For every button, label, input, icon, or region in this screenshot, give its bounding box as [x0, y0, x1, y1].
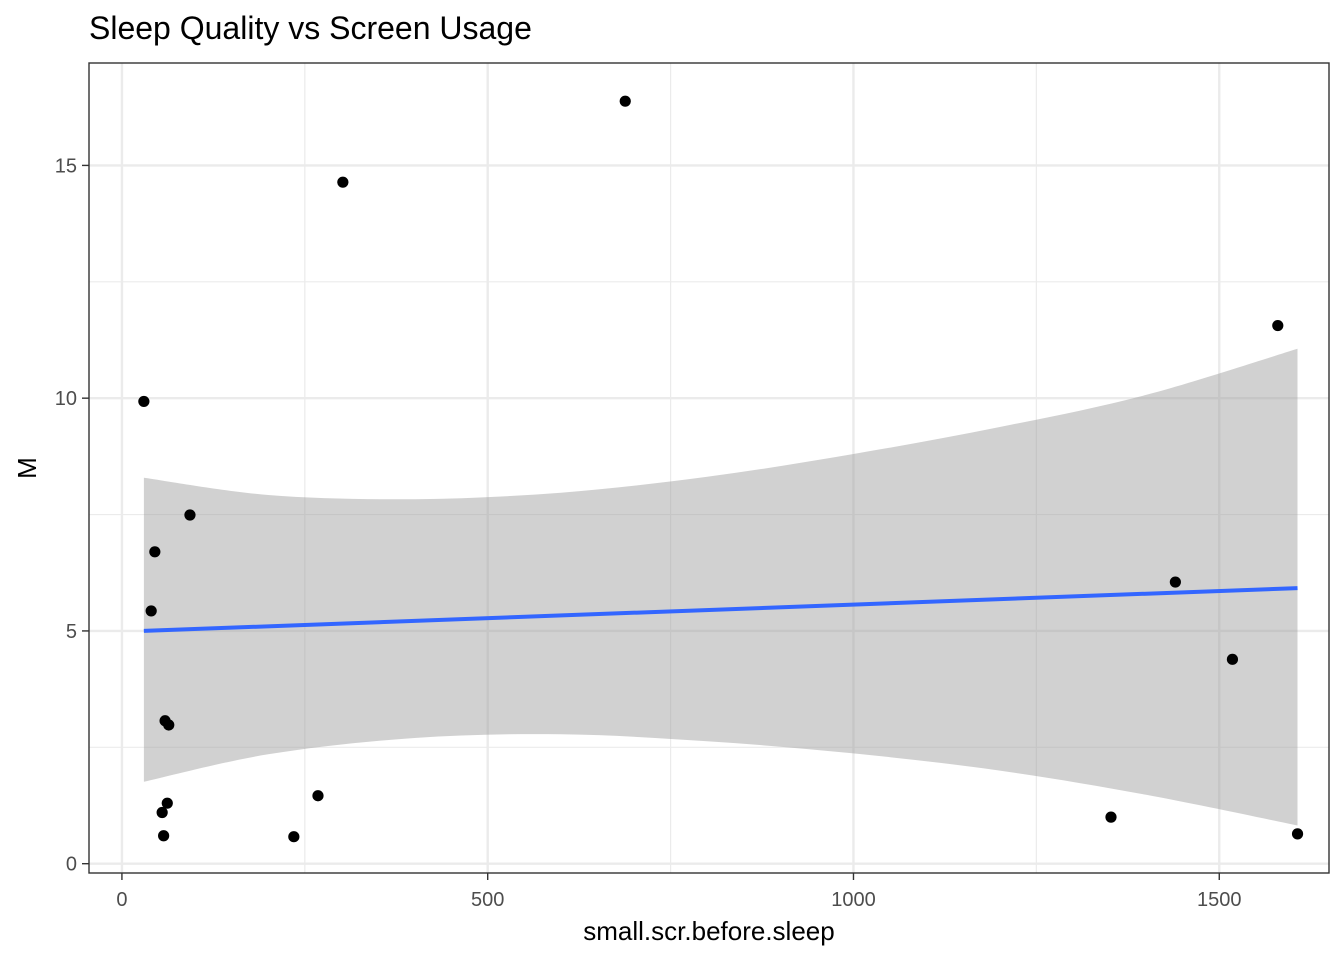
- data-point: [158, 830, 170, 842]
- regression-line: [143, 586, 1298, 633]
- y-tick-label: 0: [66, 854, 77, 876]
- x-axis-title: small.scr.before.sleep: [583, 916, 834, 946]
- x-axis-ticks: 0 500 1000 1500: [116, 873, 1242, 911]
- data-point: [1169, 576, 1181, 588]
- y-axis-title: M: [12, 457, 42, 479]
- x-tick-label: 1500: [1197, 889, 1242, 911]
- trend-line-layer: [143, 586, 1298, 633]
- data-point: [1105, 811, 1117, 823]
- data-point: [184, 509, 196, 521]
- data-point: [619, 95, 631, 107]
- y-tick-label: 15: [55, 155, 77, 177]
- confidence-band-layer: [143, 348, 1298, 826]
- y-tick-label: 10: [55, 388, 77, 410]
- data-point: [337, 176, 349, 188]
- data-point: [1272, 319, 1284, 332]
- data-point: [163, 719, 175, 731]
- data-point: [161, 797, 173, 809]
- x-tick-label: 500: [471, 889, 504, 911]
- data-point: [149, 546, 161, 558]
- data-point: [1226, 653, 1239, 665]
- chart-title: Sleep Quality vs Screen Usage: [89, 10, 532, 46]
- x-tick-label: 0: [116, 889, 127, 911]
- data-point: [145, 605, 157, 617]
- points-layer: [138, 95, 1304, 843]
- y-axis-ticks: 0 5 10 15: [55, 155, 89, 876]
- data-point: [312, 790, 324, 802]
- data-point: [156, 806, 168, 819]
- data-point: [288, 831, 300, 843]
- confidence-band: [143, 348, 1298, 826]
- y-tick-label: 5: [66, 621, 77, 643]
- grid-layer: [89, 63, 1329, 873]
- data-point: [1291, 828, 1304, 840]
- data-point: [138, 395, 150, 408]
- panel-border: [88, 62, 1330, 874]
- x-tick-label: 1000: [831, 889, 876, 911]
